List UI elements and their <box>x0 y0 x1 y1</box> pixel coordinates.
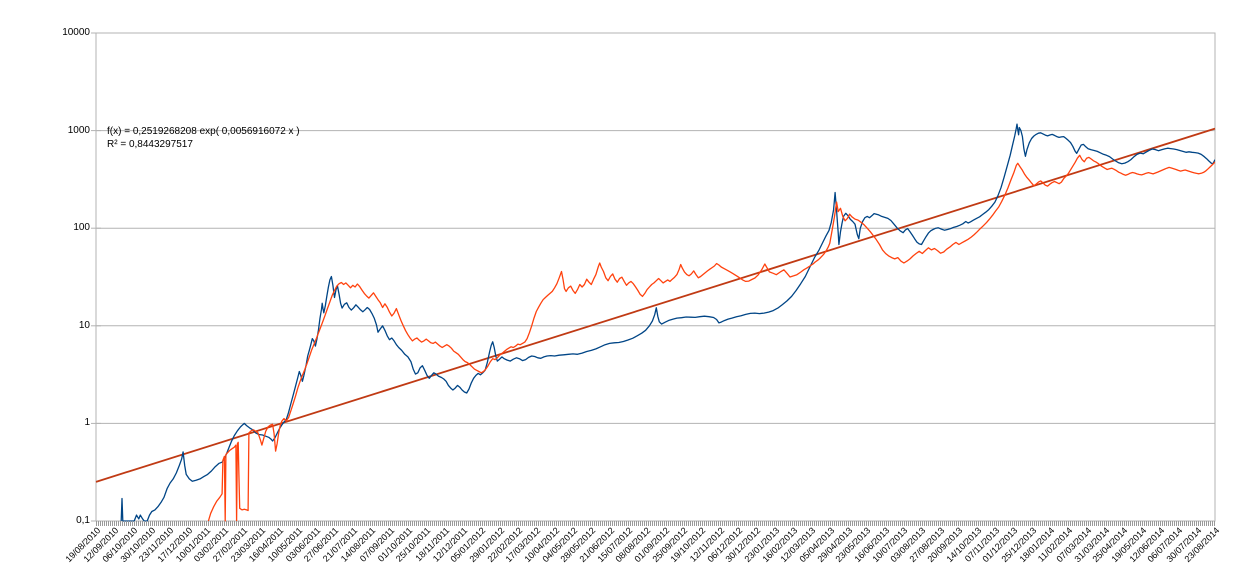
series-1-line <box>120 123 1215 522</box>
x-axis-minor-ticks <box>96 521 1215 526</box>
y-axis-label: 1000 <box>67 124 90 136</box>
trend-equation-r2: R² = 0,8443297517 <box>107 139 193 150</box>
y-axis-label: 100 <box>73 222 90 234</box>
y-axis-label: 0,1 <box>76 515 90 526</box>
series-2-line <box>207 154 1215 522</box>
trend-equation: f(x) = 0,2519268208 exp( 0,0056916072 x … <box>107 125 300 151</box>
trend-equation-fx: f(x) = 0,2519268208 exp( 0,0056916072 x … <box>107 126 300 137</box>
trend-line <box>95 127 1216 483</box>
y-axis-label: 10 <box>78 319 90 331</box>
plot-border <box>95 32 1216 522</box>
y-axis-label: 1 <box>84 417 90 429</box>
y-axis-label: 10000 <box>62 27 90 38</box>
